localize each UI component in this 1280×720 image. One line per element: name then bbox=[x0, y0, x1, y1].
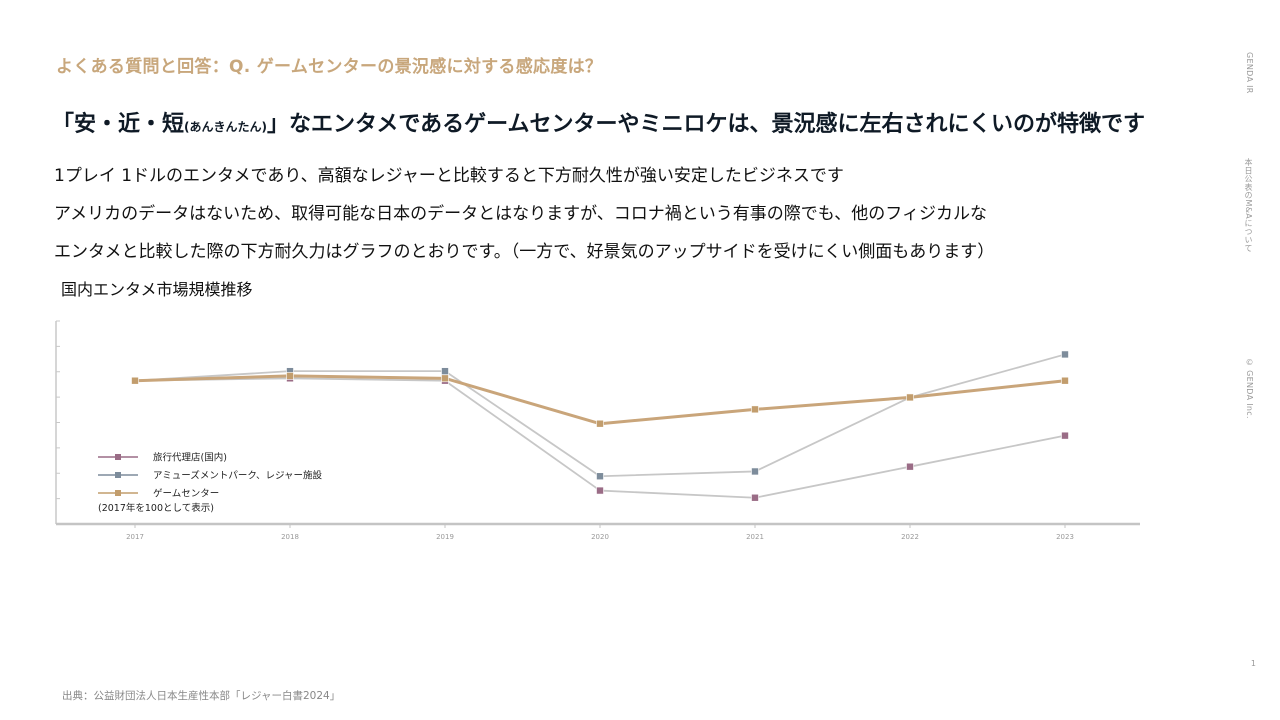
chart-axes: 2017 2018 2019 2020 2021 2022 2023 bbox=[55, 320, 1140, 541]
series-1-point-2023 bbox=[1061, 350, 1069, 359]
legend-marker-2 bbox=[115, 490, 121, 496]
series-2-point-2022 bbox=[906, 393, 914, 402]
series-0-point-2022 bbox=[906, 462, 914, 471]
x-tick-label-2023: 2023 bbox=[1056, 533, 1074, 541]
x-tick-label-2021: 2021 bbox=[746, 533, 764, 541]
side-label-ir: GENDA IR bbox=[1245, 52, 1254, 94]
legend-marker-1 bbox=[115, 472, 121, 478]
legend-label-2: ゲームセンター bbox=[153, 488, 219, 500]
legend-marker-0 bbox=[115, 454, 121, 460]
chart-caption: 国内エンタメ市場規模推移 bbox=[61, 280, 253, 299]
faq-title: よくある質問と回答：Q. ゲームセンターの景況感に対する感応度は？ bbox=[56, 57, 603, 77]
page-number: 1 bbox=[1250, 659, 1256, 668]
series-1-point-2019 bbox=[441, 367, 449, 375]
series-0-point-2021 bbox=[751, 493, 759, 502]
x-tick-label-2020: 2020 bbox=[591, 533, 609, 541]
source-note: 出典：公益財団法人日本生産性本部「レジャー白書2024」 bbox=[62, 690, 341, 702]
market-size-line-chart: 2017 2018 2019 2020 2021 2022 2023 旅行代理店(国内) アミ… bbox=[55, 320, 1140, 541]
side-label-copyright: © GENDA Inc. bbox=[1245, 358, 1254, 419]
chart-series bbox=[131, 350, 1069, 502]
body-line-1: 1プレイ 1ドルのエンタメであり、高額なレジャーと比較すると下方耐久性が強い安定… bbox=[54, 166, 844, 186]
x-tick-label-2018: 2018 bbox=[281, 533, 299, 541]
series-0-point-2020 bbox=[596, 486, 604, 495]
series-2-point-2023 bbox=[1061, 376, 1069, 385]
body-line-2: アメリカのデータはないため、取得可能な日本のデータとはなりますが、コロナ禍という… bbox=[54, 204, 987, 224]
headline-part1: 「安・近・短 bbox=[52, 112, 185, 137]
body-line-3: エンタメと比較した際の下方耐久力はグラフのとおりです。（一方で、好景気のアップサ… bbox=[54, 242, 995, 262]
series-2-point-2018 bbox=[286, 372, 294, 380]
legend-label-1: アミューズメントパーク、レジャー施設 bbox=[153, 470, 323, 482]
series-2-point-2021 bbox=[751, 405, 759, 414]
headline-part2: 」なエンタメであるゲームセンターやミニロケは、景況感に左右されにくいのが特徴です bbox=[267, 112, 1146, 137]
series-line-1 bbox=[134, 353, 1066, 478]
series-2-point-2020 bbox=[596, 419, 604, 428]
series-2-point-2017 bbox=[131, 376, 139, 385]
x-tick-label-2022: 2022 bbox=[901, 533, 919, 541]
headline-reading: (あんきんたん) bbox=[184, 120, 267, 134]
series-line-2 bbox=[134, 374, 1066, 426]
headline: 「安・近・短(あんきんたん)」なエンタメであるゲームセンターやミニロケは、景況感… bbox=[52, 106, 1145, 138]
side-label-ma: 本日公表のM&Aについて bbox=[1244, 158, 1253, 253]
x-tick-label-2017: 2017 bbox=[126, 533, 144, 541]
x-tick-label-2019: 2019 bbox=[436, 533, 454, 541]
series-2-point-2019 bbox=[441, 374, 449, 383]
series-1-point-2020 bbox=[596, 472, 604, 481]
series-0-point-2023 bbox=[1061, 431, 1069, 440]
series-1-point-2021 bbox=[751, 467, 759, 476]
legend-note: (2017年を100として表示) bbox=[98, 502, 214, 514]
legend-label-0: 旅行代理店(国内) bbox=[153, 452, 227, 464]
